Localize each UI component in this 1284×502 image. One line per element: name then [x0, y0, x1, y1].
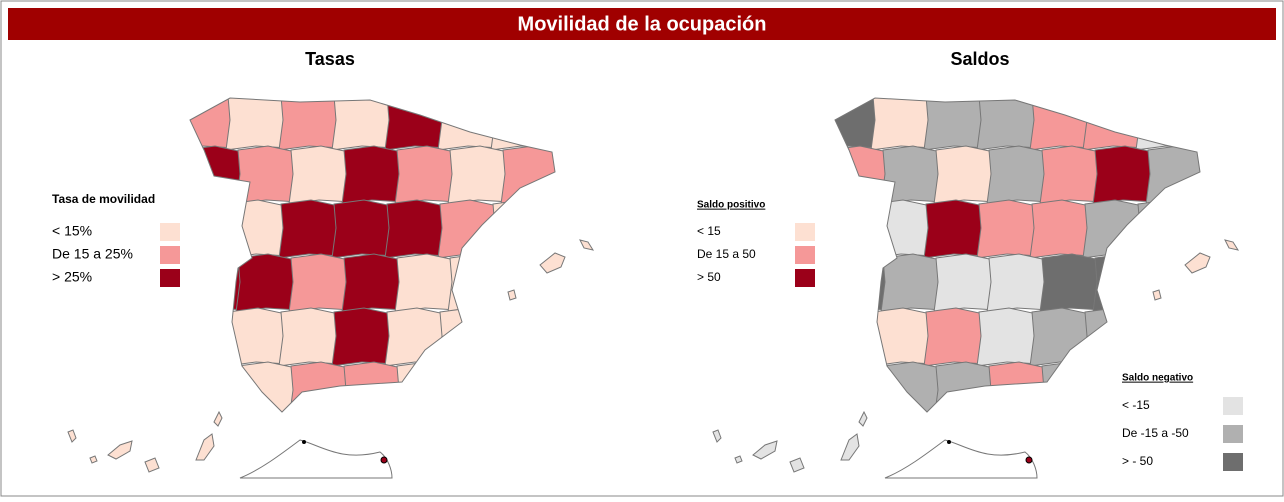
legend-swatch: [795, 223, 815, 241]
province: [1040, 146, 1102, 204]
legend-label: De -15 a -50: [1122, 426, 1189, 440]
legend-swatch: [160, 246, 180, 264]
legend-label: < 15: [697, 224, 721, 238]
legend-title: Saldo negativo: [1122, 373, 1193, 384]
province: [1093, 146, 1155, 204]
legend-label: < 15%: [52, 223, 92, 239]
province: [987, 146, 1049, 204]
legend-swatch: [1223, 397, 1243, 415]
province: [1030, 200, 1092, 258]
province: [977, 200, 1039, 258]
map-title: Saldos: [950, 49, 1009, 69]
province: [332, 200, 394, 258]
province: [289, 254, 351, 312]
province: [332, 308, 394, 366]
province: [289, 146, 351, 204]
legend-swatch: [1223, 425, 1243, 443]
legend-label: < -15: [1122, 398, 1150, 412]
province: [448, 146, 510, 204]
province: [395, 146, 457, 204]
page: Movilidad de la ocupación Tasas Saldos T…: [0, 0, 1284, 497]
province: [342, 146, 404, 204]
legend-title: Tasa de movilidad: [52, 192, 155, 206]
city: [302, 440, 306, 444]
city: [381, 457, 387, 463]
province: [987, 254, 1049, 312]
province: [1040, 254, 1102, 312]
province: [977, 308, 1039, 366]
province: [342, 254, 404, 312]
legend-swatch: [1223, 453, 1243, 471]
legend-label: > 25%: [52, 269, 92, 285]
legend-swatch: [160, 223, 180, 241]
province: [385, 200, 447, 258]
legend-label: > - 50: [1122, 454, 1153, 468]
legend-swatch: [795, 269, 815, 287]
city: [947, 440, 951, 444]
province: [395, 254, 457, 312]
legend-swatch: [795, 246, 815, 264]
city: [1026, 457, 1032, 463]
province: [934, 254, 996, 312]
legend-label: De 15 a 50: [697, 247, 756, 261]
province: [279, 200, 341, 258]
province: [924, 200, 986, 258]
province: [279, 308, 341, 366]
legend-swatch: [160, 269, 180, 287]
legend-label: > 50: [697, 270, 721, 284]
province: [924, 308, 986, 366]
province: [934, 146, 996, 204]
legend-label: De 15 a 25%: [52, 246, 133, 262]
legend-title: Saldo positivo: [697, 200, 765, 211]
map-title: Tasas: [305, 49, 355, 69]
page-title: Movilidad de la ocupación: [518, 13, 767, 35]
